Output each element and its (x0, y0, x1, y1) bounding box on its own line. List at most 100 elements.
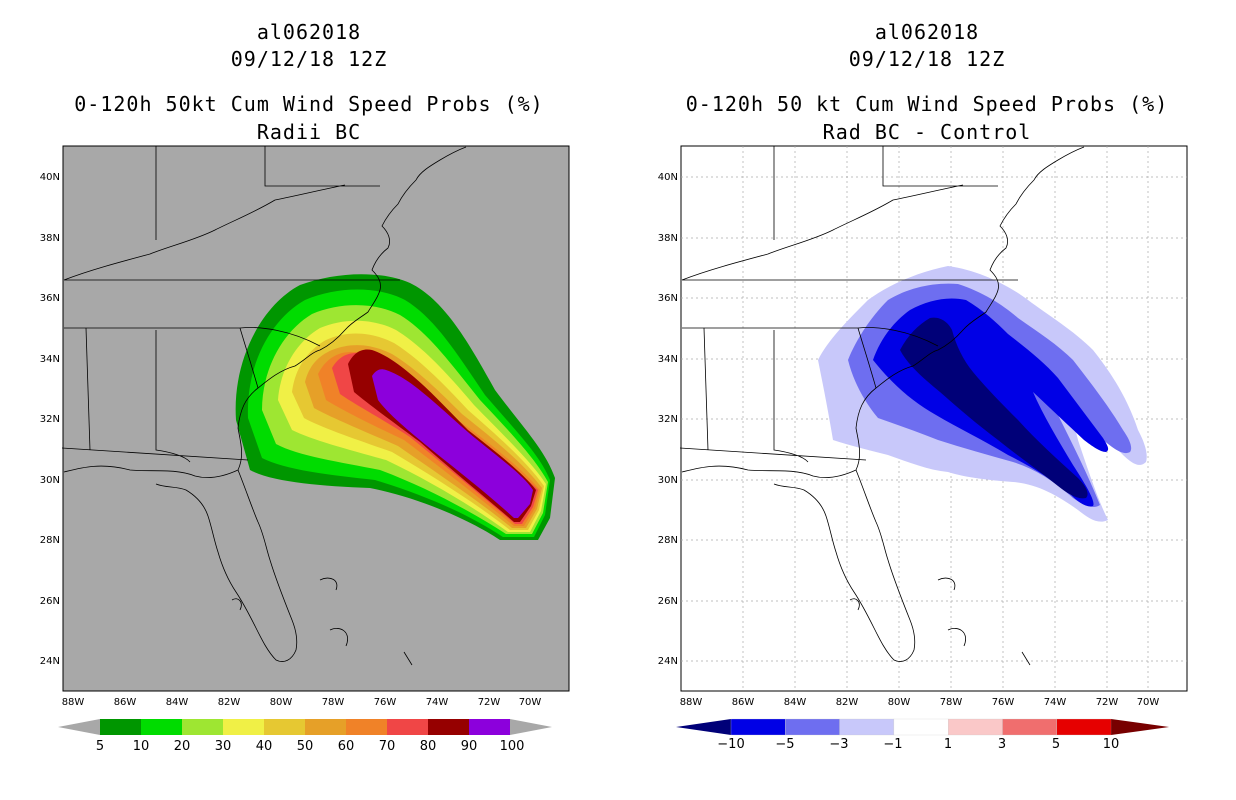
diff-band-minus10 (900, 317, 1088, 499)
map-geography (61, 146, 467, 666)
colorbar-swatch (469, 719, 510, 735)
cb-label: 60 (338, 739, 355, 754)
coastline (63, 146, 467, 478)
lon-label: 86W (732, 697, 755, 708)
prob-band-90 (372, 369, 533, 518)
gridlines (681, 146, 1187, 691)
cb-label: 5 (96, 739, 104, 754)
lon-label: 70W (1137, 697, 1160, 708)
lon-label: 86W (114, 697, 137, 708)
cb-label: 10 (133, 739, 150, 754)
lat-label: 34N (40, 354, 60, 365)
lat-label: 24N (40, 656, 60, 667)
islands (231, 577, 413, 666)
lat-axis: 40N 38N 36N 34N 32N 30N 28N 26N 24N (40, 172, 60, 667)
cb-label: 10 (1103, 737, 1120, 752)
lat-label: 28N (658, 535, 678, 546)
lon-axis: 88W 86W 84W 82W 80W 78W 76W 74W 72W 70W (680, 697, 1160, 708)
colorbar-end-left (676, 719, 731, 735)
colorbar-labels: −10 −5 −3 −1 1 3 5 10 (717, 737, 1119, 752)
colorbar-swatch (264, 719, 305, 735)
cb-label: −3 (829, 737, 848, 752)
colorbar (676, 718, 1170, 736)
colorbar-end-left (58, 719, 100, 735)
lat-label: 32N (658, 414, 678, 425)
lon-label: 72W (1096, 697, 1119, 708)
colorbar (58, 719, 552, 735)
lon-label: 84W (784, 697, 807, 708)
colorbar-swatch (141, 719, 182, 735)
coastline (681, 146, 1085, 478)
lat-label: 40N (40, 172, 60, 183)
lon-axis: 88W 86W 84W 82W 80W 78W 76W 74W 72W 70W (62, 697, 542, 708)
cb-label: 20 (174, 739, 191, 754)
colorbar-end-right (1111, 719, 1170, 735)
lon-label: 76W (992, 697, 1015, 708)
colorbar-swatch (893, 718, 949, 736)
left-panel: al062018 09/12/18 12Z 0-120h 50kt Cum Wi… (40, 20, 570, 754)
lat-label: 30N (40, 475, 60, 486)
lon-label: 88W (680, 697, 703, 708)
state-borders (61, 146, 400, 463)
product-title: 0-120h 50 kt Cum Wind Speed Probs (%) (685, 92, 1169, 116)
cb-label: −5 (775, 737, 794, 752)
lat-label: 26N (40, 596, 60, 607)
lat-label: 28N (40, 535, 60, 546)
lon-label: 80W (888, 697, 911, 708)
map-geography (679, 146, 1085, 666)
panel-subtitle: Radii BC (256, 120, 362, 144)
colorbar-swatch (730, 718, 786, 736)
cb-label: 90 (461, 739, 478, 754)
colorbar-swatch (428, 719, 469, 735)
colorbar-swatch (1002, 718, 1057, 736)
colorbar-labels: 5 10 20 30 40 50 60 70 80 90 100 (96, 739, 525, 754)
probability-map: 40N 38N 36N 34N 32N 30N 28N 26N 24N 88W … (40, 145, 570, 754)
lon-label: 82W (218, 697, 241, 708)
lon-label: 78W (940, 697, 963, 708)
cb-label: −10 (717, 737, 744, 752)
cb-label: −1 (883, 737, 902, 752)
lat-axis: 40N 38N 36N 34N 32N 30N 28N 26N 24N (658, 172, 678, 667)
colorbar-end-right (510, 719, 552, 735)
colorbar-swatch (305, 719, 346, 735)
lon-label: 70W (519, 697, 542, 708)
cb-label: 40 (256, 739, 273, 754)
lon-label: 78W (322, 697, 345, 708)
colorbar-swatch (223, 719, 264, 735)
cb-label: 5 (1052, 737, 1060, 752)
state-borders (679, 146, 1018, 463)
lon-label: 74W (426, 697, 449, 708)
lat-label: 40N (658, 172, 678, 183)
lon-label: 74W (1044, 697, 1067, 708)
lon-label: 84W (166, 697, 189, 708)
datetime: 09/12/18 12Z (848, 47, 1006, 71)
panel-subtitle: Rad BC - Control (822, 120, 1032, 144)
florida-coast (155, 469, 298, 662)
colorbar-swatch (1056, 718, 1112, 736)
lon-label: 88W (62, 697, 85, 708)
lon-label: 76W (374, 697, 397, 708)
colorbar-swatch (948, 718, 1003, 736)
cb-label: 3 (998, 737, 1006, 752)
lat-label: 38N (40, 233, 60, 244)
storm-id: al062018 (874, 20, 980, 44)
colorbar-swatch (182, 719, 223, 735)
lat-label: 38N (658, 233, 678, 244)
colorbar-swatch (387, 719, 428, 735)
cb-label: 1 (944, 737, 952, 752)
colorbar-swatch (346, 719, 387, 735)
lat-label: 24N (658, 656, 678, 667)
florida-coast (773, 469, 916, 662)
cb-label: 50 (297, 739, 314, 754)
storm-id: al062018 (256, 20, 362, 44)
lat-label: 34N (658, 354, 678, 365)
cb-label: 80 (420, 739, 437, 754)
lon-label: 82W (836, 697, 859, 708)
right-panel: al062018 09/12/18 12Z 0-120h 50 kt Cum W… (618, 0, 1236, 800)
datetime: 09/12/18 12Z (230, 47, 388, 71)
lat-label: 36N (40, 293, 60, 304)
colorbar-swatch (785, 718, 840, 736)
islands (849, 577, 1031, 666)
lat-label: 30N (658, 475, 678, 486)
lat-label: 36N (658, 293, 678, 304)
